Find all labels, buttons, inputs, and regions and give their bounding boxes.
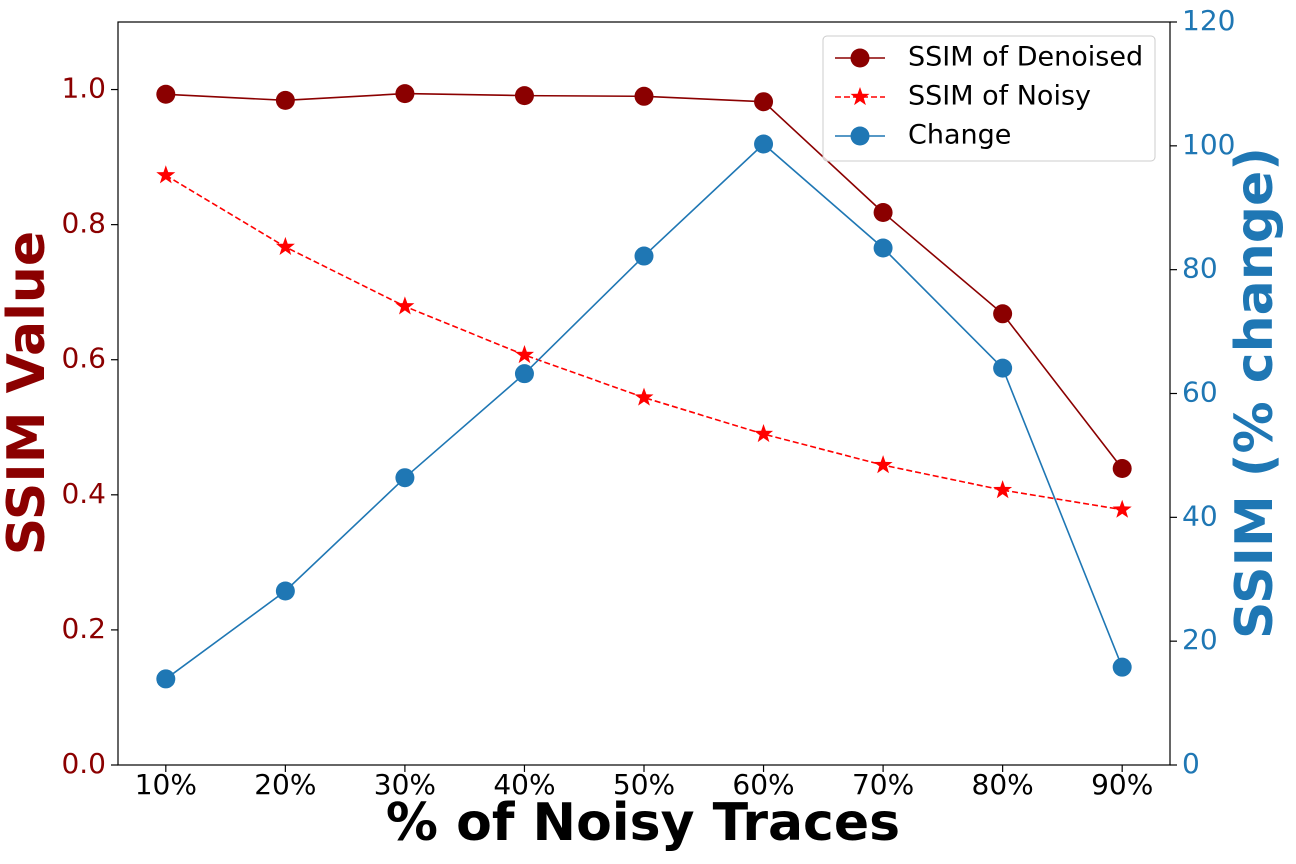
star-marker [275,236,295,255]
circle-marker [993,358,1013,378]
series-line [165,174,1123,511]
star-marker [993,480,1013,499]
y-axis-label: SSIM Value [0,231,57,555]
y-tick-label: 0.4 [61,477,106,510]
x-axis-label: % of Noisy Traces [386,793,900,853]
y2-tick-label: 60 [1182,376,1218,409]
x-tick-label: 90% [1091,768,1153,801]
legend-label: SSIM of Denoised [908,42,1143,73]
y2-tick-label: 80 [1182,252,1218,285]
star-marker [156,165,176,184]
circle-marker [754,134,774,154]
legend-label: SSIM of Noisy [908,81,1091,112]
legend-box [822,35,1156,162]
circle-marker [850,48,870,68]
series-line [165,142,1123,680]
star-marker [395,296,415,315]
circle-marker [156,669,176,689]
circle-marker [873,202,893,222]
star-marker [754,424,774,443]
star-marker [850,87,870,106]
x-tick-label: 60% [732,768,794,801]
circle-marker [754,92,774,112]
x-tick-label: 50% [613,768,675,801]
circle-marker [634,246,654,266]
legend-label: Change [908,120,1011,151]
x-tick-label: 70% [852,768,914,801]
y2-tick-label: 100 [1182,128,1235,161]
circle-marker [1112,458,1132,478]
star-marker [1112,499,1132,518]
circle-marker [873,238,893,258]
y-tick-label: 0.0 [61,747,106,780]
y2-axis-label: SSIM (% change) [1225,147,1285,639]
star-marker [634,387,654,406]
circle-marker [395,468,415,488]
star-marker [873,455,893,474]
circle-marker [993,304,1013,324]
y-tick-label: 1.0 [61,72,106,105]
legend: SSIM of Denoised SSIM of Noisy Change [822,35,1156,162]
y-tick-label: 0.8 [61,207,106,240]
y2-tick-label: 20 [1182,623,1218,656]
circle-marker [634,86,654,106]
circle-marker [156,84,176,104]
x-tick-label: 10% [135,768,197,801]
circle-marker [395,84,415,104]
circle-marker [275,581,295,601]
circle-marker [514,86,534,106]
x-tick-label: 40% [493,768,555,801]
star-marker [514,345,534,364]
circle-marker [1112,657,1132,677]
y-tick-label: 0.2 [61,612,106,645]
x-tick-label: 30% [374,768,436,801]
circle-marker [850,126,870,146]
circle-marker [514,364,534,384]
x-tick-label: 80% [972,768,1034,801]
y2-tick-label: 0 [1182,747,1200,780]
x-tick-label: 20% [254,768,316,801]
y2-tick-label: 120 [1182,4,1235,37]
circle-marker [275,90,295,110]
y2-tick-label: 40 [1182,499,1218,532]
y-tick-label: 0.6 [61,342,106,375]
